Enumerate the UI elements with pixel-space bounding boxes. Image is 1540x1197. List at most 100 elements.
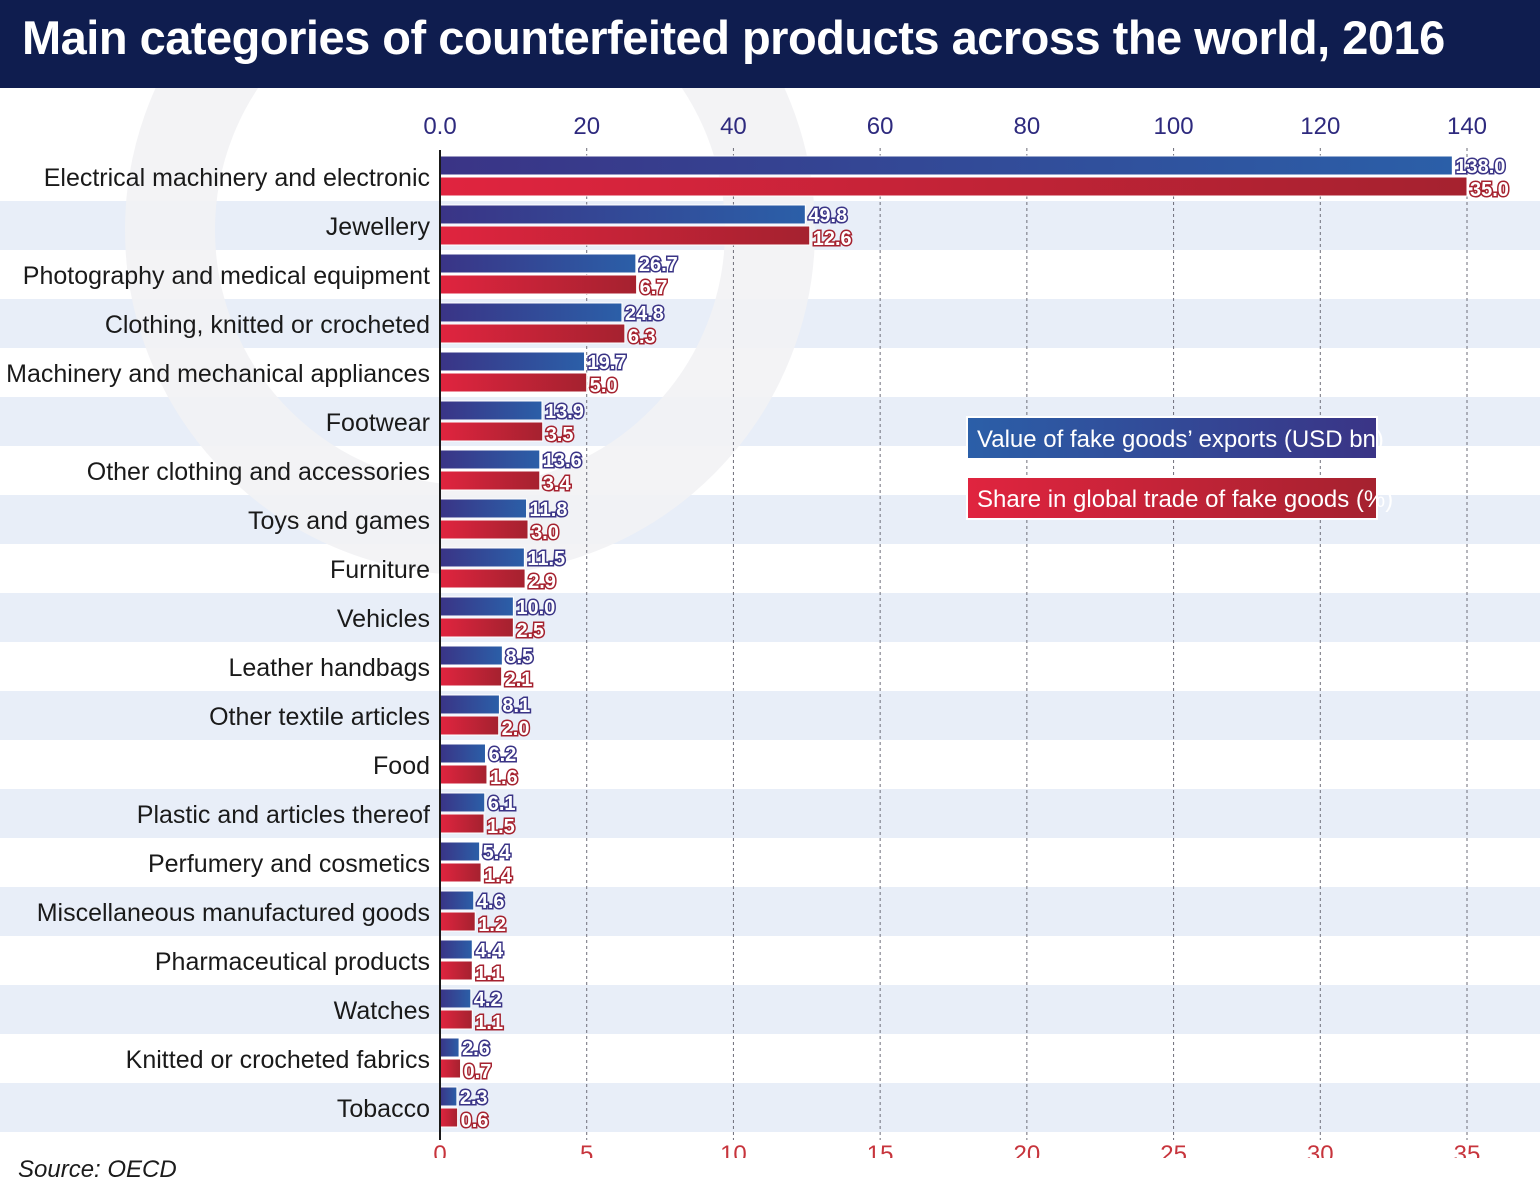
bar-value — [439, 939, 473, 960]
category-label: Tobacco — [337, 1095, 430, 1123]
bar-value — [439, 988, 472, 1009]
data-label-value: 13.6 — [543, 450, 582, 472]
category-label: Electrical machinery and electronic — [44, 164, 430, 192]
title-bar: Main categories of counterfeited product… — [0, 0, 1540, 88]
data-label-share: 1.5 — [487, 816, 515, 838]
data-label-share: 2.9 — [528, 571, 556, 593]
bar-share — [439, 862, 482, 883]
bottom-axis-tick-label: 10 — [720, 1141, 747, 1158]
bar-chart: Electrical machinery and electronic 138.0… — [0, 88, 1540, 1158]
data-label-share: 1.2 — [478, 914, 506, 936]
bar-value — [439, 449, 541, 470]
bar-share — [439, 666, 503, 687]
row-stripe — [0, 887, 1540, 936]
data-label-value: 19.7 — [588, 352, 627, 374]
data-label-share: 1.1 — [475, 963, 503, 985]
data-label-share: 2.0 — [502, 718, 530, 740]
top-axis-tick-label: 120 — [1300, 113, 1340, 140]
bar-value — [439, 890, 475, 911]
top-axis-tick-label: 40 — [720, 113, 747, 140]
category-label: Photography and medical equipment — [23, 262, 430, 290]
data-label-share: 1.6 — [490, 767, 518, 789]
data-label-value: 26.7 — [639, 254, 678, 276]
data-label-value: 2.6 — [462, 1038, 490, 1060]
data-label-share: 3.5 — [546, 424, 574, 446]
bar-value — [439, 155, 1453, 176]
bar-share — [439, 323, 626, 344]
data-label-share: 35.0 — [1470, 179, 1509, 201]
bar-value — [439, 302, 623, 323]
bar-share — [439, 960, 473, 981]
bottom-axis-tick-label: 25 — [1160, 1141, 1187, 1158]
bottom-axis-tick-label: 20 — [1014, 1141, 1041, 1158]
row-stripe — [0, 593, 1540, 642]
data-label-share: 1.4 — [484, 865, 513, 887]
top-axis-tick-label: 80 — [1014, 113, 1041, 140]
bar-share — [439, 176, 1468, 197]
data-label-value: 5.4 — [483, 842, 512, 864]
legend-label: Value of fake goods’ exports (USD bn) — [977, 426, 1384, 453]
row-stripe — [0, 985, 1540, 1034]
bar-value — [439, 841, 481, 862]
bar-share — [439, 372, 588, 393]
bar-value — [439, 204, 806, 225]
category-label: Plastic and articles thereof — [137, 801, 430, 829]
data-label-share: 0.6 — [461, 1110, 489, 1132]
top-axis-tick-label: 20 — [573, 113, 600, 140]
data-label-value: 24.8 — [625, 303, 664, 325]
category-label: Leather handbags — [228, 654, 430, 682]
legend-item-value — [966, 416, 1378, 460]
category-label: Pharmaceutical products — [155, 948, 430, 976]
bar-share — [439, 568, 526, 589]
data-label-value: 4.6 — [477, 891, 505, 913]
data-label-share: 2.1 — [505, 669, 533, 691]
top-axis-tick-label: 0.0 — [423, 113, 456, 140]
data-label-share: 0.7 — [464, 1061, 492, 1083]
chart-title: Main categories of counterfeited product… — [22, 11, 1445, 64]
category-label: Perfumery and cosmetics — [148, 850, 430, 878]
bar-value — [439, 596, 514, 617]
category-label: Other textile articles — [209, 703, 430, 731]
data-label-share: 3.4 — [543, 473, 572, 495]
data-label-value: 8.5 — [505, 646, 533, 668]
row-stripe — [0, 789, 1540, 838]
row-stripe — [0, 691, 1540, 740]
bar-share — [439, 813, 485, 834]
data-label-share: 6.7 — [640, 277, 668, 299]
data-label-share: 3.0 — [531, 522, 559, 544]
source-note: Source: OECD — [18, 1156, 177, 1183]
top-axis-tick-label: 140 — [1447, 113, 1487, 140]
category-label: Food — [373, 752, 430, 780]
bottom-axis-tick-label: 35 — [1454, 1141, 1481, 1158]
data-label-share: 1.1 — [475, 1012, 503, 1034]
data-label-value: 138.0 — [1455, 156, 1505, 178]
legend-item-share — [966, 476, 1378, 520]
bar-value — [439, 400, 543, 421]
bar-value — [439, 694, 500, 715]
bar-share — [439, 421, 544, 442]
bar-share — [439, 1107, 459, 1128]
data-label-value: 6.1 — [488, 793, 516, 815]
row-stripe — [0, 1083, 1540, 1132]
bar-value — [439, 547, 525, 568]
data-label-value: 8.1 — [502, 695, 530, 717]
data-label-value: 6.2 — [488, 744, 516, 766]
category-label: Other clothing and accessories — [87, 458, 430, 486]
bar-value — [439, 743, 486, 764]
bottom-axis-tick-label: 15 — [867, 1141, 894, 1158]
category-label: Furniture — [330, 556, 430, 584]
bar-share — [439, 617, 514, 638]
category-label: Machinery and mechanical appliances — [6, 360, 430, 388]
bar-share — [439, 470, 541, 491]
bar-share — [439, 764, 488, 785]
data-label-share: 5.0 — [590, 375, 618, 397]
category-label: Watches — [334, 997, 430, 1025]
bottom-axis-tick-label: 5 — [580, 1141, 593, 1158]
bar-share — [439, 1009, 473, 1030]
legend-label: Share in global trade of fake goods (%) — [977, 486, 1393, 513]
category-label: Toys and games — [248, 507, 430, 535]
data-label-value: 2.3 — [460, 1087, 488, 1109]
data-label-value: 4.2 — [474, 989, 502, 1011]
category-label: Knitted or crocheted fabrics — [126, 1046, 430, 1074]
bar-value — [439, 498, 528, 519]
